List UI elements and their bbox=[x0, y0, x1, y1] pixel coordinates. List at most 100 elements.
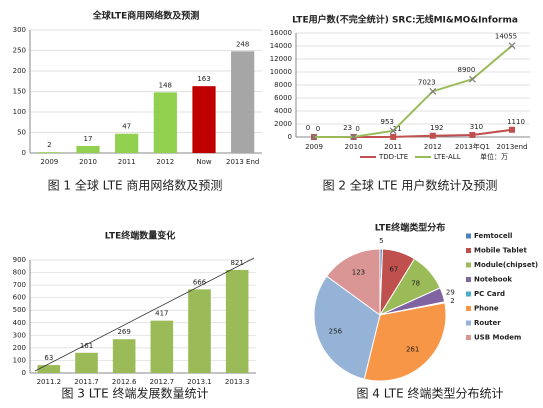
legend-swatch bbox=[466, 277, 471, 282]
y-tick-label: 200 bbox=[13, 67, 26, 75]
x-tick-label: 2013.1 bbox=[187, 378, 212, 386]
data-label: 161 bbox=[80, 342, 93, 350]
x-tick-label: 2012.7 bbox=[150, 378, 175, 386]
y-tick-label: 8000 bbox=[274, 81, 292, 89]
data-label: 1110 bbox=[507, 118, 525, 126]
marker bbox=[350, 133, 358, 141]
legend-swatch bbox=[466, 291, 471, 297]
x-tick-label: 2012 bbox=[156, 158, 174, 166]
data-label: 47 bbox=[122, 123, 131, 131]
data-label: 256 bbox=[329, 327, 343, 335]
marker bbox=[390, 133, 397, 140]
legend-swatch bbox=[466, 320, 471, 326]
legend-label: PC Card bbox=[474, 290, 505, 298]
legend-label: Router bbox=[474, 319, 501, 327]
data-label: 2 bbox=[450, 297, 454, 305]
caption: 图 2 全球 LTE 用户数统计及预测 bbox=[323, 178, 498, 193]
marker bbox=[508, 42, 516, 50]
y-tick-label: 0 bbox=[288, 133, 292, 141]
data-label: 148 bbox=[159, 81, 172, 89]
data-label: 7023 bbox=[418, 78, 436, 86]
x-tick-label: 2009 bbox=[305, 143, 323, 151]
legend-label: Module(chipset) bbox=[474, 261, 538, 269]
bar bbox=[75, 352, 98, 373]
chart-title: LTE终端数量变化 bbox=[105, 230, 176, 242]
data-label: 192 bbox=[430, 124, 443, 132]
y-tick-label: 10000 bbox=[270, 68, 292, 76]
marker bbox=[468, 75, 476, 83]
data-label: 0 bbox=[306, 124, 310, 132]
data-label: 953 bbox=[381, 118, 394, 126]
x-tick-label: 2010 bbox=[345, 143, 363, 151]
x-tick-label: 2012.6 bbox=[112, 378, 137, 386]
data-label: 5 bbox=[379, 237, 383, 245]
legend-label: TDD-LTE bbox=[378, 153, 408, 161]
data-label: 0 bbox=[355, 125, 359, 133]
y-tick-label: 600 bbox=[13, 294, 26, 302]
legend-label: Mobile Tablet bbox=[474, 247, 528, 255]
chart-title: 全球LTE商用网络数及预测 bbox=[92, 10, 200, 22]
y-tick-label: 4000 bbox=[274, 107, 292, 115]
chart-title: LTE终端类型分布 bbox=[375, 222, 446, 234]
data-label: 11 bbox=[393, 125, 402, 133]
pie-slice bbox=[313, 275, 381, 380]
data-label: 0 bbox=[316, 125, 320, 133]
caption: 图 4 LTE 终端类型分布统计 bbox=[356, 386, 503, 401]
x-tick-label: 2013.3 bbox=[225, 378, 250, 386]
data-label: 67 bbox=[389, 266, 398, 274]
marker bbox=[429, 132, 436, 139]
y-tick-label: 0 bbox=[22, 149, 26, 157]
x-tick-label: 2013年Q1 bbox=[455, 142, 490, 151]
bar bbox=[150, 320, 174, 373]
legend-label: Notebook bbox=[474, 276, 512, 284]
bar bbox=[37, 365, 61, 373]
x-tick-label: Now bbox=[196, 158, 212, 166]
legend-swatch bbox=[466, 306, 471, 311]
y-tick-label: 300 bbox=[13, 331, 26, 339]
x-tick-label: 2011 bbox=[384, 143, 402, 151]
y-tick-label: 400 bbox=[13, 319, 26, 327]
data-label: 17 bbox=[84, 135, 93, 143]
y-tick-label: 250 bbox=[13, 47, 26, 55]
note: 单位：万 bbox=[480, 152, 508, 161]
x-tick-label: 2011.2 bbox=[37, 378, 62, 386]
y-tick-label: 50 bbox=[17, 129, 26, 137]
legend-label: USB Modem bbox=[474, 334, 521, 342]
chart-title: LTE用户数(不完全统计) SRC:无线MI&MO&Informa bbox=[292, 14, 518, 26]
legend-label: Phone bbox=[474, 305, 499, 313]
pie-slice bbox=[363, 302, 447, 382]
data-label: 261 bbox=[406, 346, 419, 354]
bar bbox=[153, 92, 177, 153]
y-tick-label: 900 bbox=[13, 256, 26, 264]
legend-swatch bbox=[466, 335, 471, 340]
data-label: 2 bbox=[47, 141, 51, 149]
legend-swatch bbox=[466, 233, 471, 239]
data-label: 123 bbox=[352, 269, 365, 277]
y-tick-label: 100 bbox=[13, 356, 26, 364]
data-label: 269 bbox=[117, 328, 130, 336]
data-label: 63 bbox=[44, 354, 53, 362]
y-tick-label: 0 bbox=[22, 369, 26, 377]
marker bbox=[310, 133, 318, 141]
x-tick-label: 2011.7 bbox=[74, 378, 99, 386]
data-label: 163 bbox=[197, 75, 210, 83]
marker bbox=[509, 126, 515, 133]
y-tick-label: 500 bbox=[13, 306, 26, 314]
y-tick-label: 16000 bbox=[270, 29, 292, 37]
x-tick-label: 2011 bbox=[118, 158, 136, 166]
bar bbox=[231, 51, 255, 153]
x-tick-label: 2010 bbox=[79, 158, 97, 166]
legend-label: Femtocell bbox=[474, 232, 512, 240]
data-label: 417 bbox=[155, 310, 168, 318]
y-tick-label: 12000 bbox=[270, 55, 292, 63]
bar bbox=[115, 133, 139, 153]
pie-slice bbox=[325, 248, 381, 316]
x-tick-label: 2012 bbox=[424, 143, 442, 151]
series-line bbox=[313, 44, 513, 138]
x-tick-label: 2013end bbox=[496, 143, 527, 151]
data-label: 29 bbox=[446, 288, 455, 296]
data-label: 248 bbox=[236, 40, 249, 48]
legend-label: LTE-ALL bbox=[434, 153, 461, 161]
x-tick-label: 2009 bbox=[40, 158, 58, 166]
y-tick-label: 150 bbox=[13, 88, 26, 96]
